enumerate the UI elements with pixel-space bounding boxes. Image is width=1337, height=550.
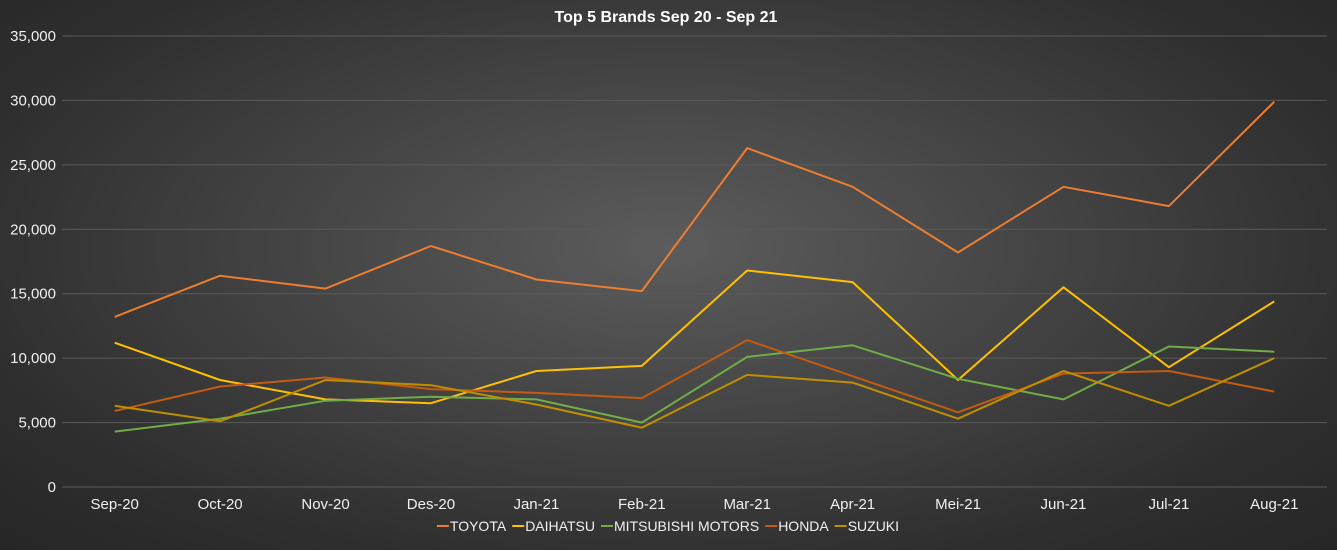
x-tick-label: Jan-21 (513, 496, 559, 513)
x-axis: Sep-20 Oct-20 Nov-20 Des-20 Jan-21 Feb-21 Mar-… (91, 496, 1299, 513)
legend-item: SUZUKI (835, 518, 899, 534)
y-tick-label: 5,000 (18, 415, 56, 432)
y-tick-label: 30,000 (10, 92, 56, 109)
series-lines (115, 102, 1275, 432)
y-tick-label: 20,000 (10, 221, 56, 238)
x-tick-label: Des-20 (407, 496, 455, 513)
y-tick-label: 0 (48, 479, 56, 496)
legend-item: HONDA (765, 518, 829, 534)
x-tick-label: Feb-21 (618, 496, 666, 513)
legend-label: DAIHATSU (525, 518, 595, 534)
legend: TOYOTA DAIHATSU MITSUBISHI MOTORS HONDA SUZU… (437, 518, 899, 534)
x-tick-label: Nov-20 (301, 496, 349, 513)
x-tick-label: Aug-21 (1250, 496, 1298, 513)
x-tick-label: Oct-20 (198, 496, 243, 513)
legend-item: DAIHATSU (512, 518, 595, 534)
x-tick-label: Jul-21 (1148, 496, 1189, 513)
y-axis: 0 5,000 10,000 15,000 20,000 25,000 30,000 35,0… (10, 28, 56, 496)
y-tick-label: 35,000 (10, 28, 56, 45)
x-tick-label: Sep-20 (91, 496, 139, 513)
gridlines (62, 36, 1327, 487)
legend-item: TOYOTA (437, 518, 507, 534)
y-tick-label: 15,000 (10, 286, 56, 303)
x-tick-label: Mei-21 (935, 496, 981, 513)
x-tick-label: Mar-21 (723, 496, 771, 513)
legend-label: HONDA (778, 518, 829, 534)
y-tick-label: 10,000 (10, 350, 56, 367)
x-tick-label: Apr-21 (830, 496, 875, 513)
y-tick-label: 25,000 (10, 157, 56, 174)
legend-label: SUZUKI (848, 518, 899, 534)
legend-label: TOYOTA (450, 518, 507, 534)
chart-title: Top 5 Brands Sep 20 - Sep 21 (555, 9, 778, 26)
legend-item: MITSUBISHI MOTORS (601, 518, 759, 534)
x-tick-label: Jun-21 (1041, 496, 1087, 513)
series-line-toyota (115, 102, 1275, 317)
legend-label: MITSUBISHI MOTORS (614, 518, 759, 534)
